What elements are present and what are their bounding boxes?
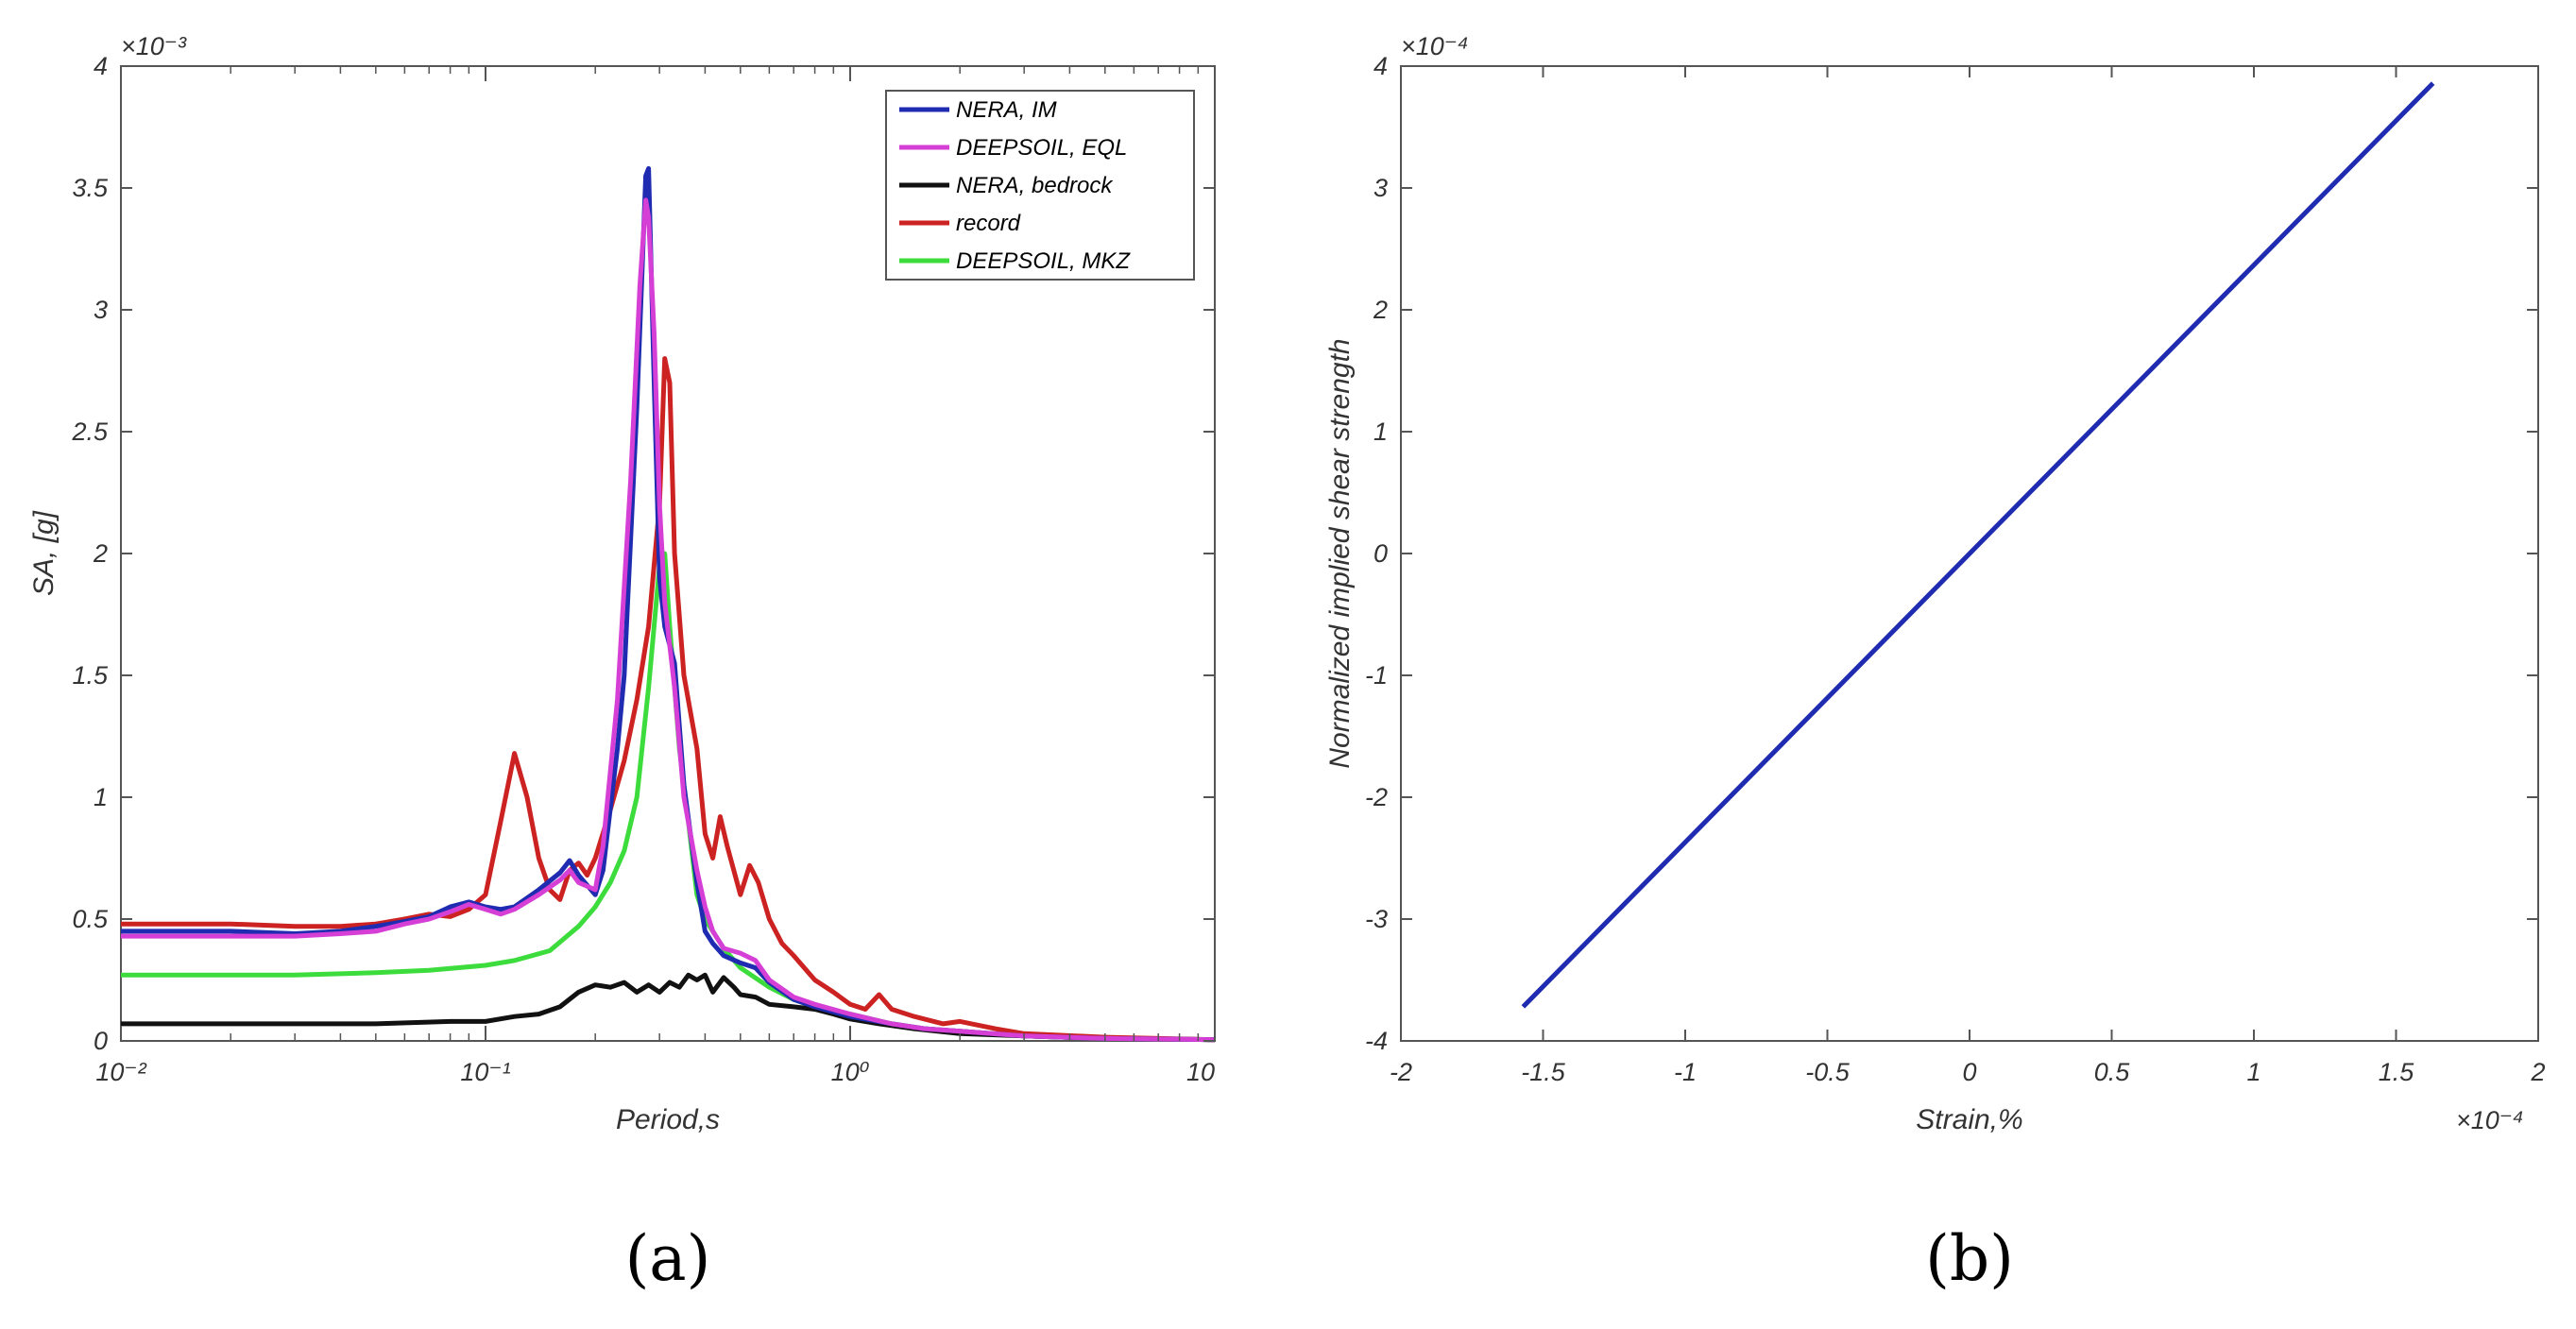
chart-b-ytick-label: -4 <box>1365 1027 1388 1055</box>
chart-b-ytick-label: -2 <box>1365 783 1388 811</box>
chart-a-xtick-label: 10 <box>1186 1058 1215 1086</box>
legend-label-nera-bedrock: NERA, bedrock <box>956 173 1114 198</box>
chart-a-ytick-label: 3 <box>94 296 108 324</box>
chart-b-ytick-label: 2 <box>1373 296 1388 324</box>
chart-a-ytick-label: 0.5 <box>72 905 109 933</box>
chart-a-xlabel: Period,s <box>616 1104 720 1135</box>
chart-a-ytick-label: 1.5 <box>72 661 109 690</box>
chart-b-ytick-label: 4 <box>1373 52 1388 80</box>
chart-b-ytick-label: -1 <box>1365 661 1388 690</box>
chart-a-series-group <box>121 165 1216 1043</box>
series-line-deepsoil-eql <box>121 197 1216 1043</box>
chart-b: -4 -3 -2 -1 0 1 2 3 4 -2 -1.5 -1 -0.5 0 0.5 1 1.5 2 ×10⁻⁴… <box>1324 32 2546 1295</box>
chart-b-xtick-label: 1 <box>2246 1058 2260 1086</box>
panel-label-b: (b) <box>1925 1222 2014 1295</box>
chart-a-ticks: 0 0.5 1 1.5 2 2.5 3 3.5 4 10⁻² 10⁻¹ 10⁰ 10 <box>71 52 1216 1086</box>
series-line-strain-strength <box>1521 81 2435 1009</box>
chart-b-xtick-label: 1.5 <box>2379 1058 2415 1086</box>
legend-label-nera-im: NERA, IM <box>956 97 1057 123</box>
chart-a-ytick-label: 2 <box>93 539 108 568</box>
chart-b-series-group <box>1521 81 2435 1009</box>
chart-a-xtick-label: 10⁻² <box>95 1058 146 1086</box>
chart-a-ytick-label: 3.5 <box>72 174 109 202</box>
chart-b-xtick-label: 2 <box>2530 1058 2545 1086</box>
chart-b-ytick-label: 0 <box>1373 539 1388 568</box>
legend-label-deepsoil-mkz: DEEPSOIL, MKZ <box>956 248 1131 274</box>
chart-b-ylabel: Normalized implied shear strength <box>1324 338 1356 768</box>
chart-b-xtick-label: -0.5 <box>1805 1058 1851 1086</box>
chart-b-y-exponent: ×10⁻⁴ <box>1401 32 1469 60</box>
chart-b-ytick-label: 3 <box>1373 174 1388 202</box>
chart-a-xtick-label: 10⁻¹ <box>460 1058 510 1086</box>
series-line-record <box>121 356 1216 1043</box>
chart-b-xtick-label: -1 <box>1674 1058 1697 1086</box>
legend-label-deepsoil-eql: DEEPSOIL, EQL <box>956 135 1127 161</box>
chart-b-x-exponent: ×10⁻⁴ <box>2456 1106 2524 1134</box>
legend-label-record: record <box>956 211 1021 236</box>
chart-b-ytick-label: -3 <box>1365 905 1388 933</box>
panel-label-a: (a) <box>625 1222 711 1295</box>
chart-b-xtick-label: 0.5 <box>2094 1058 2131 1086</box>
chart-a-y-exponent: ×10⁻³ <box>121 32 187 60</box>
chart-a-ytick-label: 4 <box>94 52 108 80</box>
series-line-nera-bedrock <box>121 972 1216 1043</box>
chart-b-xlabel: Strain,% <box>1916 1104 2022 1135</box>
chart-a-ylabel: SA, [g] <box>28 510 60 596</box>
chart-a-xtick-label: 10⁰ <box>831 1058 870 1086</box>
chart-a-legend: NERA, IM DEEPSOIL, EQL NERA, bedrock rec… <box>885 90 1195 281</box>
chart-a: 0 0.5 1 1.5 2 2.5 3 3.5 4 10⁻² 10⁻¹ 10⁰ 10 ×10⁻³ Per… <box>28 32 1216 1295</box>
chart-b-ytick-label: 1 <box>1373 417 1388 446</box>
chart-a-ytick-label: 0 <box>94 1027 108 1055</box>
chart-b-xtick-label: -2 <box>1390 1058 1412 1086</box>
chart-b-ticks: -4 -3 -2 -1 0 1 2 3 4 -2 -1.5 -1 -0.5 0 0.5 1 1.5 2 <box>1365 52 2546 1086</box>
chart-a-ytick-label: 1 <box>94 783 108 811</box>
chart-b-xtick-label: 0 <box>1962 1058 1976 1086</box>
chart-b-xtick-label: -1.5 <box>1521 1058 1566 1086</box>
chart-a-ytick-label: 2.5 <box>71 417 109 446</box>
